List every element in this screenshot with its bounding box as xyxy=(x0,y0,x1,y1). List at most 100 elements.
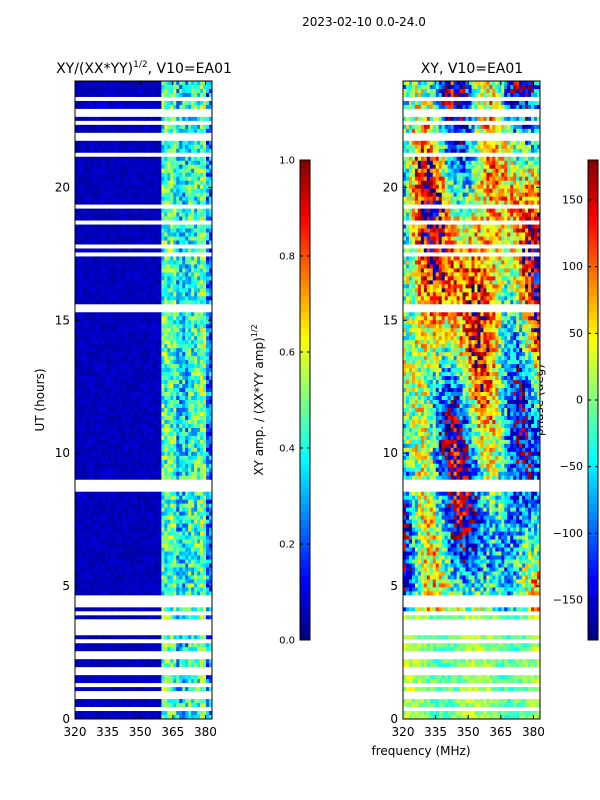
heatmap-cell xyxy=(128,495,132,501)
heatmap-cell xyxy=(182,376,186,381)
heatmap-cell xyxy=(200,352,204,357)
heatmap-cell xyxy=(95,400,100,405)
heatmap-cell xyxy=(131,160,135,166)
heatmap-cell xyxy=(152,152,156,158)
heatmap-cell xyxy=(203,260,207,265)
heatmap-cell xyxy=(113,471,118,477)
heatmap-cell xyxy=(191,364,195,369)
heatmap-cell xyxy=(95,392,100,397)
heatmap-cell xyxy=(167,164,171,170)
heatmap-cell xyxy=(161,132,165,138)
heatmap-cell xyxy=(149,336,153,341)
heatmap-cell xyxy=(89,284,94,289)
heatmap-cell xyxy=(176,336,180,341)
heatmap-cell xyxy=(149,435,153,441)
heatmap-cell xyxy=(206,411,210,417)
heatmap-cell xyxy=(83,324,88,329)
heatmap-cell xyxy=(155,296,159,301)
heatmap-cell xyxy=(110,200,115,205)
heatmap-cell xyxy=(209,216,213,221)
heatmap-cell xyxy=(200,380,204,385)
heatmap-cell xyxy=(185,491,189,497)
heatmap-cell xyxy=(176,280,180,285)
heatmap-cell xyxy=(203,196,207,201)
heatmap-cell xyxy=(140,260,144,265)
heatmap-cell xyxy=(95,415,100,421)
heatmap-cell xyxy=(209,435,213,441)
heatmap-cell xyxy=(107,443,112,449)
heatmap-cell xyxy=(206,96,210,102)
heatmap-cell xyxy=(161,296,165,301)
heatmap-cell xyxy=(173,447,177,453)
heatmap-cell xyxy=(188,260,192,265)
heatmap-cell xyxy=(101,84,106,90)
heatmap-cell xyxy=(203,164,207,170)
heatmap-cell xyxy=(122,104,126,110)
heatmap-cell xyxy=(128,511,132,516)
heatmap-cell xyxy=(77,304,82,309)
heatmap-cell xyxy=(92,272,97,277)
heatmap-cell xyxy=(128,112,132,118)
heatmap-cell xyxy=(98,463,103,469)
heatmap-cell xyxy=(125,308,129,313)
heatmap-cell xyxy=(161,384,165,389)
heatmap-cell xyxy=(149,364,153,369)
heatmap-cell xyxy=(140,415,144,421)
heatmap-cell xyxy=(80,368,85,373)
heatmap-cell xyxy=(125,304,129,309)
heatmap-cell xyxy=(140,384,144,389)
heatmap-cell xyxy=(170,336,174,341)
heatmap-cell xyxy=(131,232,135,237)
heatmap-cell xyxy=(98,376,103,381)
heatmap-cell xyxy=(167,304,171,309)
heatmap-cell xyxy=(86,204,91,209)
heatmap-cell xyxy=(95,431,100,437)
heatmap-cell xyxy=(137,459,141,465)
heatmap-cell xyxy=(206,280,210,285)
heatmap-cell xyxy=(173,328,177,333)
heatmap-cell xyxy=(206,479,210,485)
heatmap-cell xyxy=(83,152,88,158)
heatmap-cell xyxy=(203,324,207,329)
heatmap-cell xyxy=(98,112,103,118)
heatmap-cell xyxy=(209,92,213,98)
heatmap-cell xyxy=(188,232,192,237)
heatmap-cell xyxy=(179,471,183,477)
heatmap-cell xyxy=(176,487,180,493)
heatmap-cell xyxy=(119,447,123,453)
heatmap-cell xyxy=(158,160,162,166)
heatmap-cell xyxy=(179,384,183,389)
heatmap-cell xyxy=(194,124,198,130)
heatmap-cell xyxy=(170,264,174,269)
heatmap-cell xyxy=(155,196,159,201)
heatmap-cell xyxy=(134,172,138,178)
heatmap-cell xyxy=(209,312,213,317)
heatmap-cell xyxy=(113,312,118,317)
heatmap-cell xyxy=(101,288,106,293)
heatmap-cell xyxy=(92,463,97,469)
heatmap-cell xyxy=(176,312,180,317)
heatmap-cell xyxy=(185,467,189,473)
heatmap-cell xyxy=(131,296,135,301)
heatmap-cell xyxy=(170,384,174,389)
heatmap-cell xyxy=(95,84,100,90)
heatmap-cell xyxy=(98,455,103,461)
heatmap-cell xyxy=(110,463,115,469)
heatmap-cell xyxy=(188,368,192,373)
heatmap-cell xyxy=(182,324,186,329)
heatmap-cell xyxy=(107,124,112,130)
heatmap-cell xyxy=(170,388,174,393)
heatmap-cell xyxy=(185,268,189,273)
heatmap-cell xyxy=(182,160,186,166)
heatmap-cell xyxy=(182,407,186,413)
heatmap-cell xyxy=(167,81,171,86)
heatmap-cell xyxy=(167,268,171,273)
heatmap-cell xyxy=(188,204,192,209)
heatmap-cell xyxy=(170,192,174,197)
heatmap-cell xyxy=(146,84,150,90)
heatmap-cell xyxy=(140,224,144,229)
heatmap-cell xyxy=(110,483,115,489)
heatmap-cell xyxy=(92,443,97,449)
heatmap-cell xyxy=(164,352,168,357)
heatmap-cell xyxy=(146,459,150,465)
